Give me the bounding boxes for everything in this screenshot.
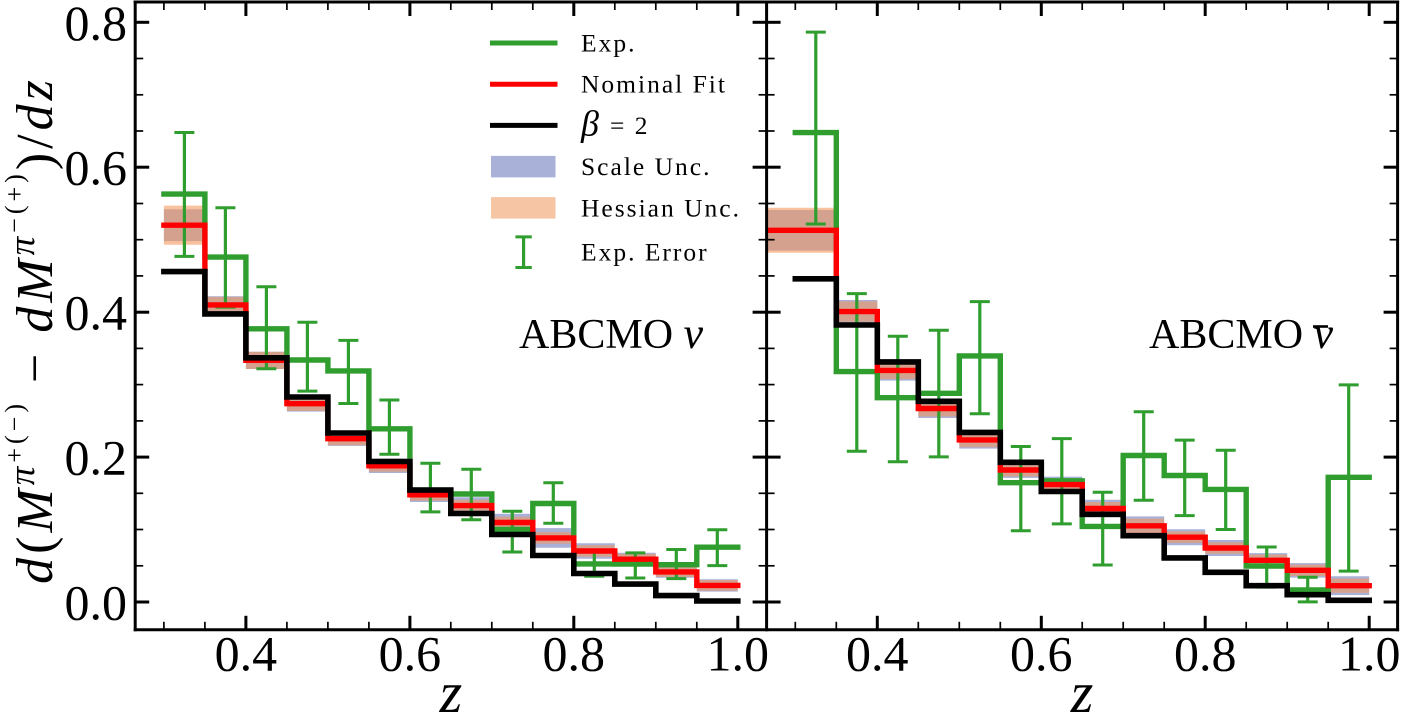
svg-text:0.8: 0.8: [65, 0, 128, 51]
svg-text:z: z: [1070, 660, 1094, 714]
svg-text:Exp.: Exp.: [581, 29, 636, 58]
svg-text:ABCMO ν: ABCMO ν: [1149, 309, 1334, 358]
svg-text:0.6: 0.6: [1010, 626, 1073, 682]
svg-text:1.0: 1.0: [1338, 626, 1401, 682]
svg-text:Nominal Fit: Nominal Fit: [581, 70, 727, 99]
svg-text:Hessian Unc.: Hessian Unc.: [581, 193, 741, 222]
svg-text:β: β: [580, 103, 599, 143]
svg-text:1.0: 1.0: [707, 626, 770, 682]
svg-text:0.4: 0.4: [846, 626, 909, 682]
svg-text:= 2: = 2: [610, 111, 650, 140]
svg-text:0.0: 0.0: [65, 575, 128, 631]
svg-text:0.6: 0.6: [379, 626, 442, 682]
svg-text:0.2: 0.2: [65, 430, 128, 486]
svg-text:0.8: 0.8: [1174, 626, 1237, 682]
svg-text:ABCMO ν: ABCMO ν: [519, 309, 704, 358]
svg-text:0.8: 0.8: [543, 626, 606, 682]
svg-text:z: z: [439, 660, 463, 714]
svg-text:0.6: 0.6: [65, 140, 128, 196]
svg-text:0.4: 0.4: [215, 626, 278, 682]
svg-text:0.4: 0.4: [65, 285, 128, 341]
svg-text:Scale Unc.: Scale Unc.: [581, 152, 711, 181]
svg-text:Exp. Error: Exp. Error: [581, 238, 709, 267]
svg-text:d(Mπ+(−) − dMπ−(+))/dz: d(Mπ+(−) − dMπ−(+))/dz: [0, 76, 64, 584]
